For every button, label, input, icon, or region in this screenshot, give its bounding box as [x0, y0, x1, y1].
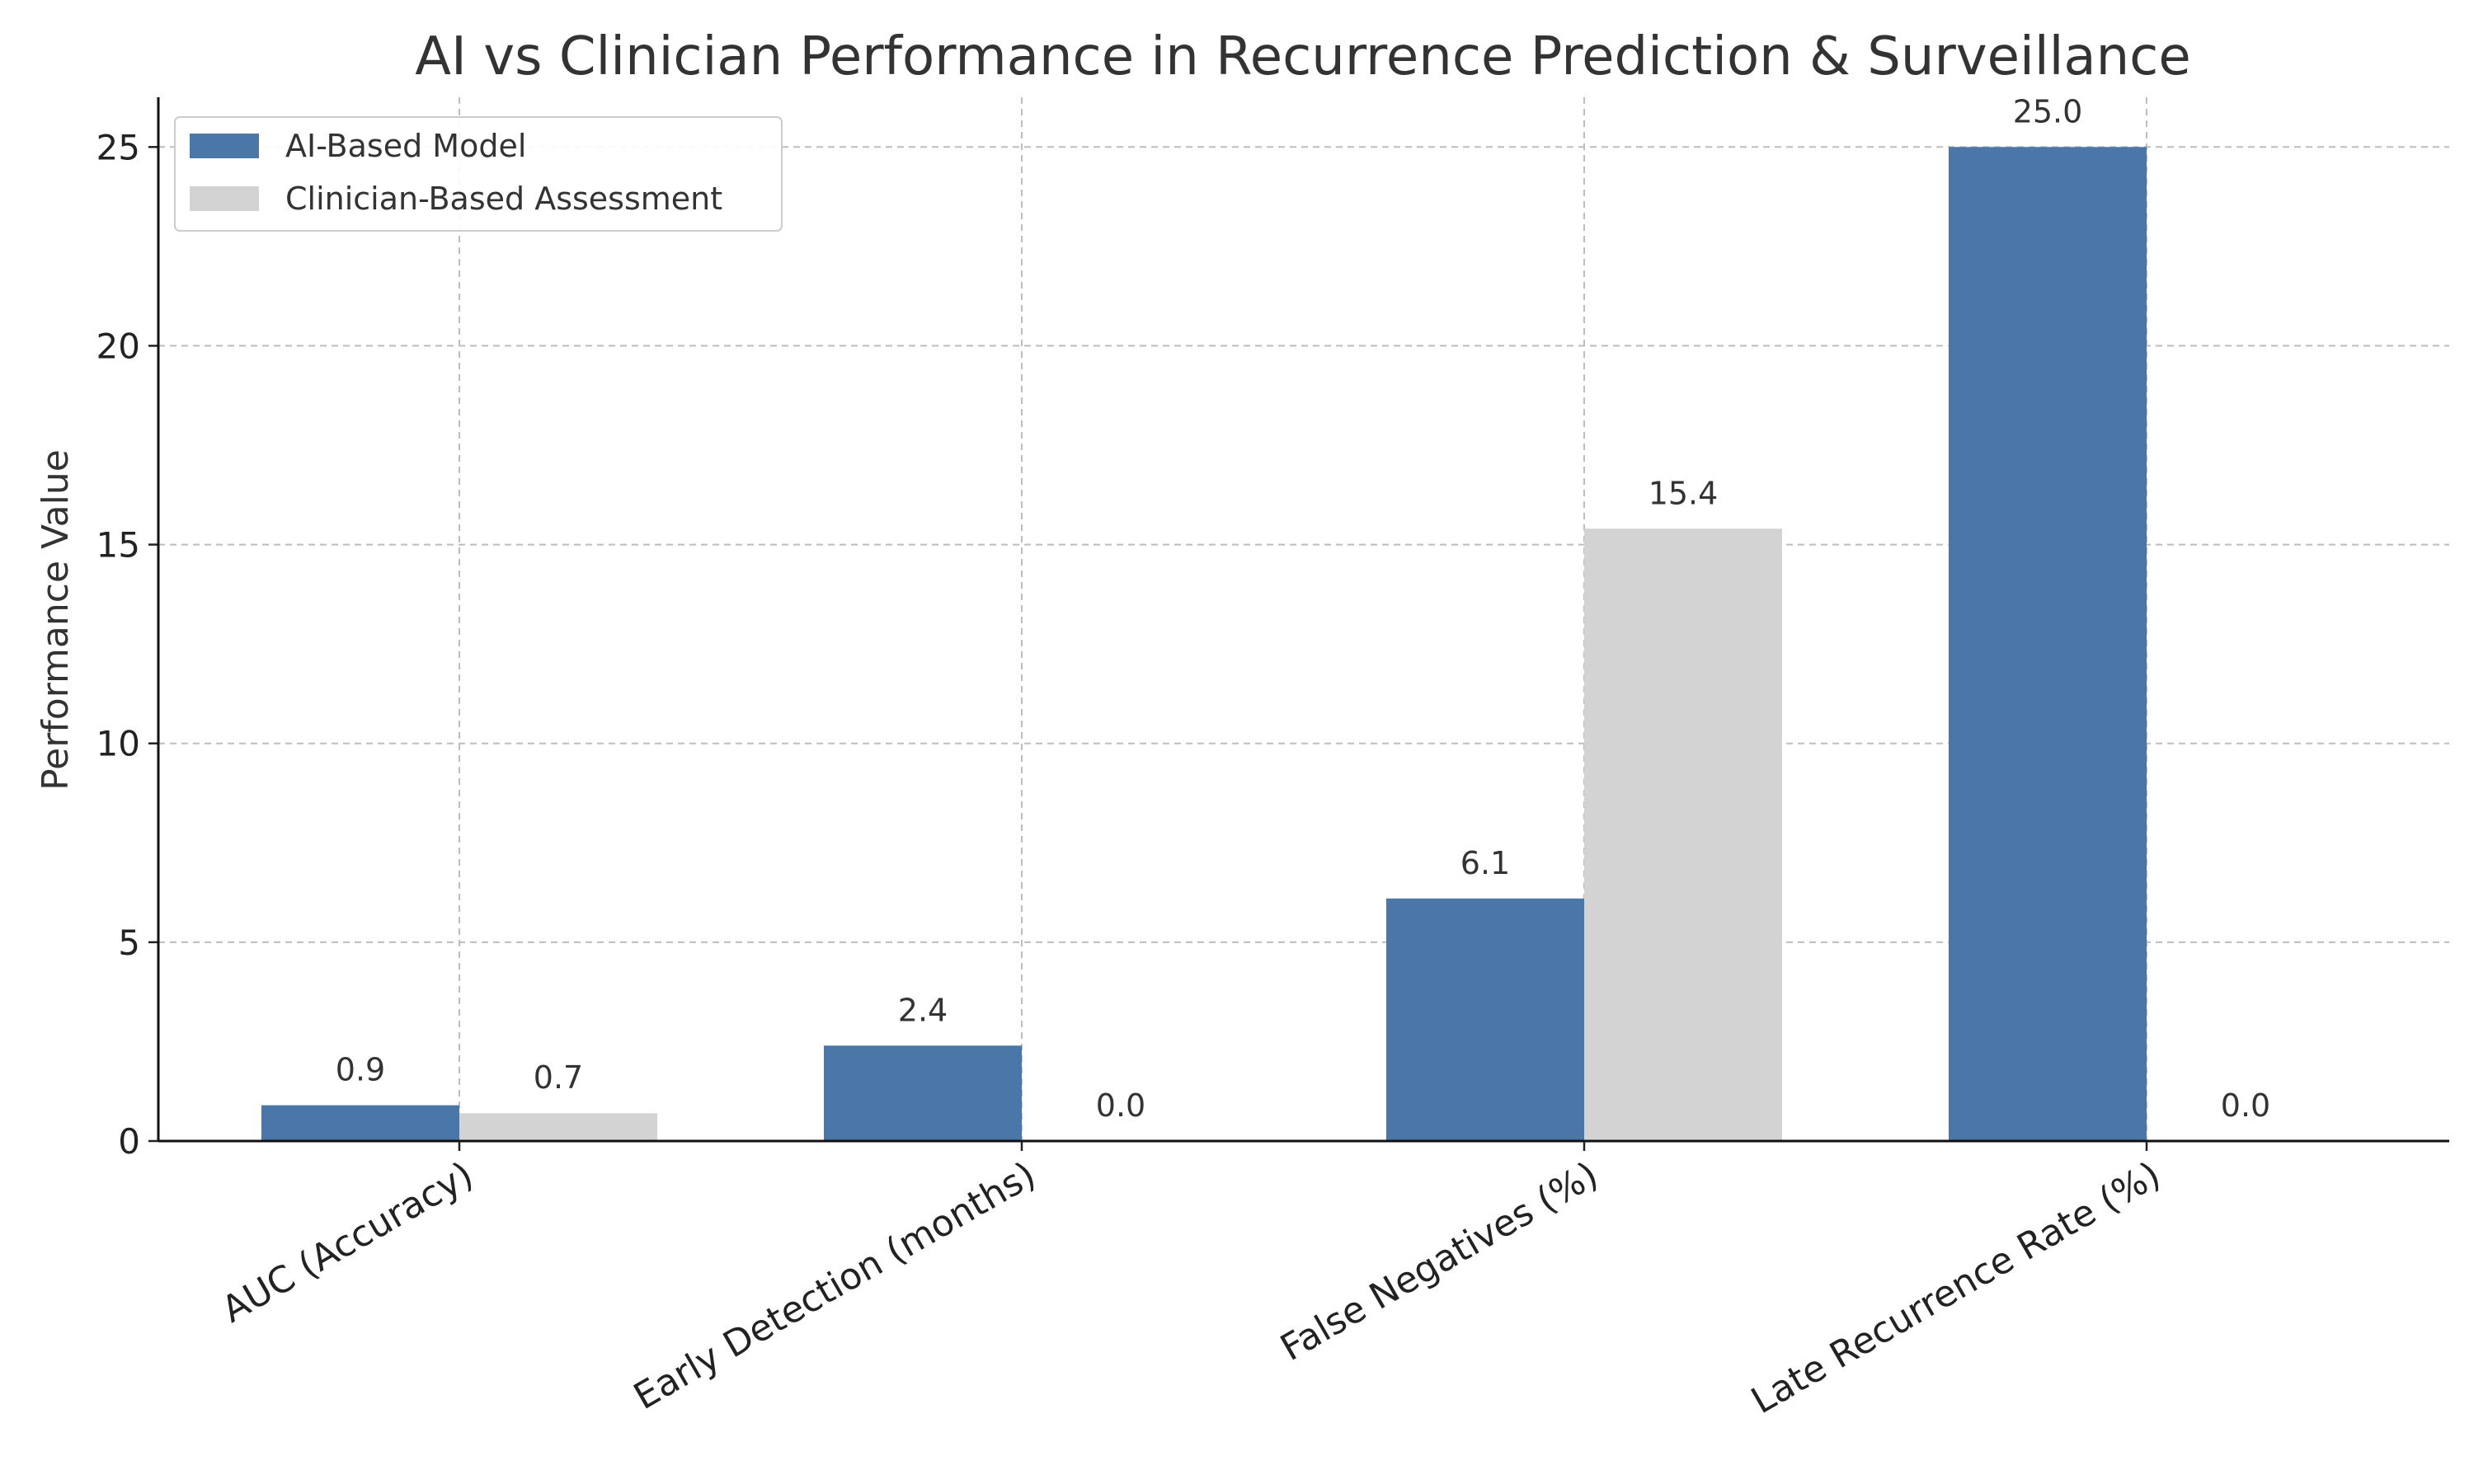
bar [1949, 147, 2147, 1141]
x-tick-labels: AUC (Accuracy) Early Detection (months) Fa… [215, 1153, 2168, 1422]
bar [824, 1045, 1022, 1141]
data-label: 6.1 [1460, 845, 1510, 881]
data-label: 0.7 [534, 1059, 583, 1096]
y-axis-label: Performance Value [35, 449, 77, 791]
legend-swatch [190, 186, 259, 211]
y-tick-labels: 0 5 10 15 20 25 [96, 127, 140, 1162]
legend-label: AI-Based Model [285, 128, 526, 164]
data-labels: 0.9 2.4 6.1 25.0 0.7 0.0 15.4 0.0 [336, 93, 2270, 1124]
chart-title: AI vs Clinician Performance in Recurrenc… [415, 26, 2190, 87]
x-tick-label: Early Detection (months) [627, 1153, 1042, 1418]
data-label: 0.9 [336, 1052, 385, 1088]
x-tick-label: Late Recurrence Rate (%) [1744, 1153, 2167, 1422]
data-label: 15.4 [1649, 475, 1719, 511]
legend-label: Clinician-Based Assessment [285, 181, 722, 217]
data-label: 2.4 [898, 992, 948, 1028]
y-tick-label: 5 [118, 923, 140, 963]
bars [261, 147, 2147, 1141]
y-tick-label: 0 [118, 1121, 140, 1162]
data-label: 0.0 [2221, 1087, 2270, 1124]
bar [1386, 898, 1584, 1141]
legend-box [174, 116, 783, 232]
y-tick-label: 15 [96, 525, 140, 566]
x-tick-label: False Negatives (%) [1273, 1153, 1605, 1369]
y-tick-label: 20 [96, 326, 140, 366]
data-label: 0.0 [1096, 1087, 1145, 1124]
bar [459, 1113, 657, 1141]
legend-swatch [190, 134, 259, 158]
axes [148, 97, 2449, 1151]
legend: AI-Based Model Clinician-Based Assessment [174, 116, 783, 232]
x-tick-label: AUC (Accuracy) [215, 1153, 481, 1331]
bar [1584, 528, 1782, 1141]
y-tick-label: 10 [96, 724, 140, 764]
y-tick-label: 25 [96, 127, 140, 167]
bar [261, 1105, 459, 1141]
data-label: 25.0 [2013, 93, 2083, 129]
